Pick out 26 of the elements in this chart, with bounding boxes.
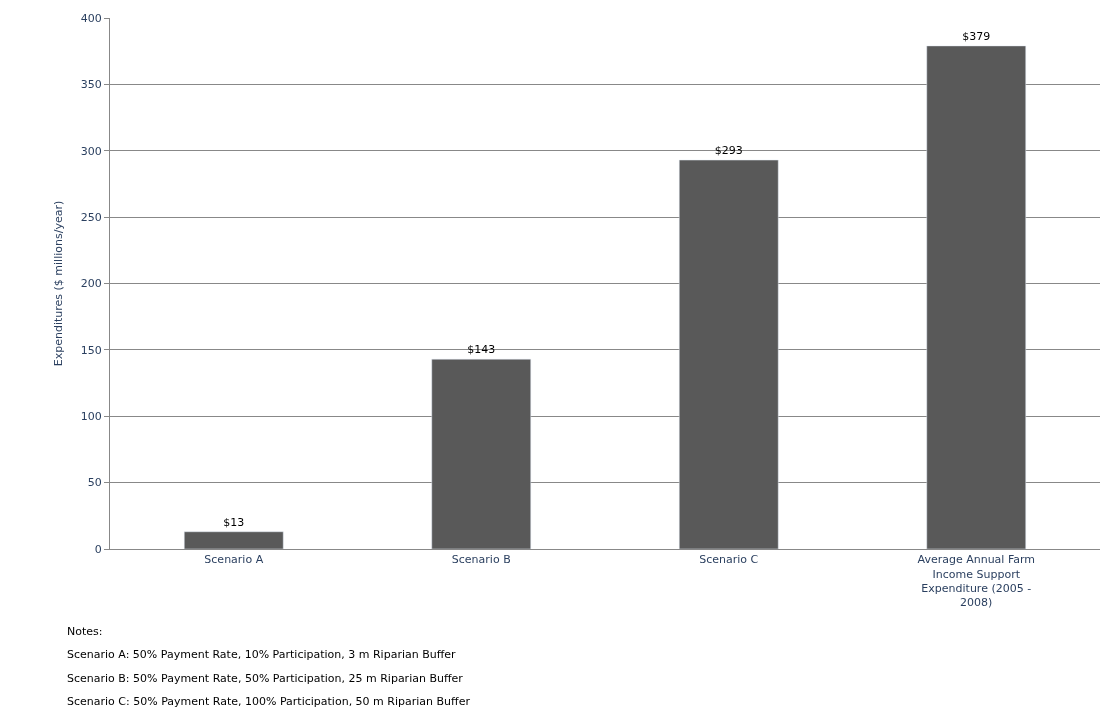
y-tick-label: 50 [87,476,102,490]
data-label: $293 [714,144,743,158]
x-tick-label: Scenario A [204,553,264,567]
data-label: $143 [467,343,496,357]
y-axis-title: Expenditures ($ millions/year) [52,200,66,367]
x-tick-label: Scenario C [699,553,759,567]
bar [926,45,1026,549]
text: Scenario B: 50% Payment Rate, 50% Participation, 25 m Riparian Buffer [67,672,464,685]
y-tick-label: 350 [80,78,102,92]
x-tick-label: Average Annual Farm Income Support Expenditure (2005 - 2008) [917,553,1036,610]
data-label: $379 [962,29,991,43]
bar [431,358,531,549]
y-tick-label: 150 [80,343,102,357]
data-label: $13 [223,515,245,529]
y-tick-label: 400 [80,11,102,25]
text: Scenario C: 50% Payment Rate, 100% Participation, 50 m Riparian Buffer [67,695,471,708]
x-tick-label: Scenario B [451,553,511,567]
bar [184,531,284,549]
y-tick-label: 250 [80,210,102,224]
y-tick-label: 100 [80,410,102,424]
y-tick-label: 0 [94,542,102,556]
text: Scenario A: 50% Payment Rate, 10% Participation, 3 m Riparian Buffer [67,648,457,661]
y-tick-label: 300 [80,144,102,158]
text: Notes: [67,625,103,638]
bar [679,159,779,549]
y-tick-label: 200 [80,277,102,291]
